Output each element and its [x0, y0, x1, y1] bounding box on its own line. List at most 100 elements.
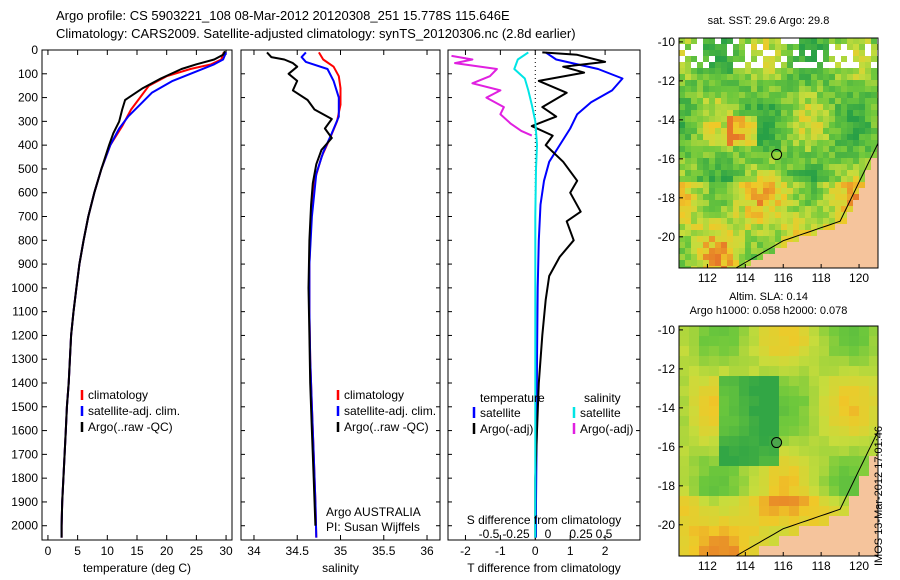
map-cell [697, 44, 703, 50]
map-cell [709, 188, 715, 194]
map-cell [691, 266, 697, 268]
map-cell [787, 212, 793, 218]
map-cell [835, 74, 841, 80]
map-cell [733, 176, 739, 182]
map-cell [799, 212, 805, 218]
map-cell [853, 68, 859, 74]
map-cell [699, 486, 709, 496]
map-cell [849, 336, 859, 346]
map-cell [853, 56, 859, 62]
map-cell [745, 212, 751, 218]
map-cell [787, 206, 793, 212]
map-cell [727, 200, 733, 206]
map-cell [849, 396, 859, 406]
map-cell [699, 496, 709, 506]
map-cell [721, 110, 727, 116]
map-cell [679, 56, 685, 62]
map-cell [697, 98, 703, 104]
map-cell [729, 326, 739, 336]
map-cell [781, 110, 787, 116]
map-cell [757, 212, 763, 218]
map-cell [847, 98, 853, 104]
legend-entry: climatology [344, 388, 404, 402]
map-cell [835, 38, 841, 44]
map-cell [823, 56, 829, 62]
map-cell [811, 128, 817, 134]
map-cell [757, 140, 763, 146]
y-tick-label: -16 [658, 152, 676, 166]
map-cell [709, 486, 719, 496]
map-cell [719, 426, 729, 436]
map-cell [697, 200, 703, 206]
map-cell [817, 230, 823, 236]
map-cell [745, 194, 751, 200]
map-cell [697, 248, 703, 254]
map-cell [745, 50, 751, 56]
map-cell [749, 486, 759, 496]
map-cell [775, 56, 781, 62]
map-cell [853, 62, 859, 68]
map-cell [847, 122, 853, 128]
map-cell [757, 62, 763, 68]
map-cell [775, 200, 781, 206]
map-cell [847, 212, 853, 218]
map-cell [799, 80, 805, 86]
map-cell [727, 194, 733, 200]
map-cell [727, 86, 733, 92]
map-cell [691, 38, 697, 44]
map-cell [781, 224, 787, 230]
map-cell [721, 212, 727, 218]
map-cell [739, 248, 745, 254]
map-cell [697, 68, 703, 74]
map-cell [699, 446, 709, 456]
map-frame [678, 37, 879, 269]
map-cell [819, 396, 829, 406]
map-cell [739, 426, 749, 436]
map-cell [809, 486, 819, 496]
map-cell [871, 230, 877, 236]
map-cell [871, 50, 877, 56]
map-cell [819, 346, 829, 356]
map-cell [787, 110, 793, 116]
map-cell [805, 98, 811, 104]
map-cell [739, 536, 749, 546]
map-cell [679, 146, 685, 152]
map-cell [697, 38, 703, 44]
x-tick-label: 112 [698, 559, 717, 573]
map-cell [739, 158, 745, 164]
map-cell [733, 206, 739, 212]
salinity-diff-tick-label: -0.25 [502, 527, 530, 541]
map-cell [709, 396, 719, 406]
map-cell [739, 366, 749, 376]
map-cell [691, 224, 697, 230]
map-cell [853, 122, 859, 128]
y-tick-label: 800 [18, 233, 38, 247]
y-tick-label: -14 [658, 401, 676, 415]
map-cell [799, 56, 805, 62]
map-cell [787, 242, 793, 248]
map-cell [835, 134, 841, 140]
map-cell [763, 140, 769, 146]
map-cell [733, 224, 739, 230]
map-cell [715, 98, 721, 104]
map-cell [759, 426, 769, 436]
map-cell [721, 128, 727, 134]
map-cell [763, 266, 769, 268]
panel-frame [41, 49, 233, 541]
map-cell [779, 436, 789, 446]
map-cell [697, 158, 703, 164]
map-cell [809, 466, 819, 476]
map-cell [733, 44, 739, 50]
map-cell [685, 212, 691, 218]
map-cell [823, 200, 829, 206]
map-cell [809, 406, 819, 416]
map-cell [787, 44, 793, 50]
map-cell [847, 224, 853, 230]
map-cell [721, 134, 727, 140]
map-cell [715, 248, 721, 254]
x-tick-label: 10 [101, 544, 115, 558]
map-cell [787, 266, 793, 268]
y-tick-label: -20 [658, 230, 676, 244]
map-cell [859, 266, 865, 268]
map-cell [781, 80, 787, 86]
